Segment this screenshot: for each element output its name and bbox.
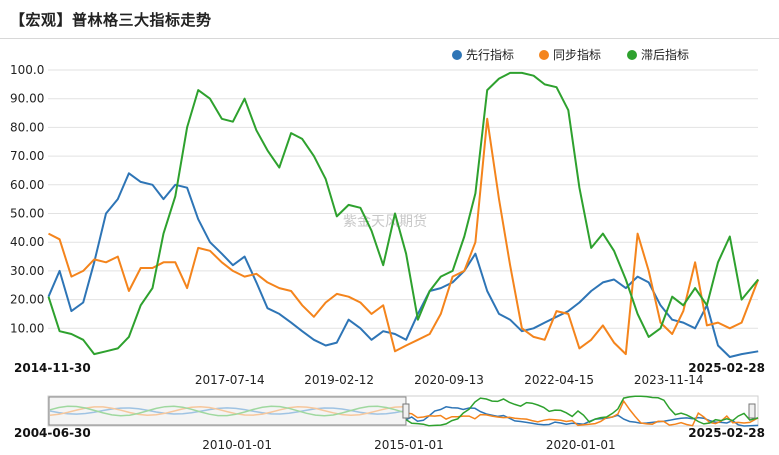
page-title: 【宏观】普林格三大指标走势 — [10, 11, 212, 29]
navigator-series-line — [405, 395, 759, 427]
navigator-faded-trace — [49, 407, 405, 415]
navigator-tick-label: 2020-01-01 — [546, 438, 616, 452]
y-axis: 100.0 90.00 80.00 70.00 60.00 50.00 40.00 30.00… — [10, 63, 44, 335]
x-start-label: 2014-11-30 — [14, 361, 91, 375]
x-tick-label: 2020-09-13 — [414, 373, 484, 387]
navigator-handle-right[interactable] — [748, 403, 756, 419]
navigator-x-axis: 2004-06-30 2025-02-28 2010-01-01 2015-01-01… — [14, 426, 765, 452]
y-tick-label: 60.00 — [10, 178, 44, 192]
series-line — [47, 172, 759, 358]
series-line — [48, 117, 760, 356]
y-tick-label: 20.00 — [10, 293, 44, 307]
y-tick-label: 100.0 — [10, 63, 44, 77]
navigator-end-label: 2025-02-28 — [688, 426, 765, 440]
navigator-tick-label: 2015-01-01 — [374, 438, 444, 452]
legend: 先行指标 同步指标 滞后指标 — [452, 47, 689, 62]
y-tick-label: 30.00 — [10, 264, 44, 278]
y-tick-label: 40.00 — [10, 235, 44, 249]
x-end-label: 2025-02-28 — [688, 361, 765, 375]
navigator-tick-label: 2010-01-01 — [202, 438, 272, 452]
y-tick-label: 80.00 — [10, 120, 44, 134]
navigator-handle-left[interactable] — [402, 403, 410, 419]
y-tick-label: 90.00 — [10, 92, 44, 106]
x-tick-label: 2019-02-12 — [304, 373, 374, 387]
range-navigator[interactable] — [47, 395, 759, 427]
legend-marker — [539, 50, 549, 60]
navigator-series-line — [406, 399, 759, 427]
series-lines — [47, 71, 760, 358]
watermark: 紫金天风期货 — [343, 213, 427, 230]
y-tick-label: 50.00 — [10, 207, 44, 221]
navigator-faded-trace — [49, 406, 405, 416]
y-tick-label: 10.00 — [10, 321, 44, 335]
y-tick-label: 70.00 — [10, 149, 44, 163]
x-tick-label: 2023-11-14 — [634, 373, 704, 387]
legend-marker — [627, 50, 637, 60]
series-line — [47, 71, 759, 356]
legend-label: 同步指标 — [553, 47, 601, 62]
x-tick-label: 2017-07-14 — [195, 373, 265, 387]
legend-label: 滞后指标 — [641, 47, 689, 62]
x-tick-label: 2022-04-15 — [524, 373, 594, 387]
title-bar: 【宏观】普林格三大指标走势 — [0, 0, 779, 39]
x-axis: 2014-11-30 2025-02-28 2017-07-14 2019-02-12… — [14, 361, 765, 387]
legend-label: 先行指标 — [466, 47, 514, 62]
navigator-faded-trace — [49, 405, 405, 417]
legend-marker — [452, 50, 462, 60]
navigator-start-label: 2004-06-30 — [14, 426, 91, 440]
navigator-series-line — [405, 406, 759, 427]
